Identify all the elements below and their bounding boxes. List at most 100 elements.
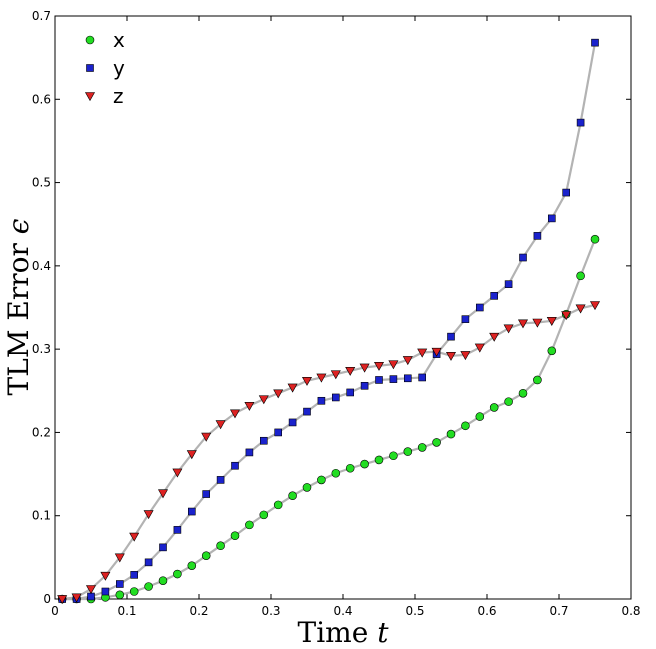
data-point-y <box>101 587 110 596</box>
y-tick-label: 0.5 <box>32 176 51 190</box>
x-tick-label: 0.3 <box>261 604 280 618</box>
x-tick-label: 0.2 <box>189 604 208 618</box>
data-point-z <box>460 351 471 361</box>
data-point-y <box>144 558 153 567</box>
legend-marker-x <box>85 35 95 45</box>
data-point-y <box>288 418 297 427</box>
data-point-z <box>517 319 529 329</box>
legend-label-z: z <box>113 84 124 108</box>
data-point-x <box>389 451 398 461</box>
data-point-z <box>301 376 313 386</box>
data-point-y <box>591 38 599 47</box>
legend: xyz <box>84 28 125 108</box>
data-point-z <box>273 389 284 399</box>
data-point-x <box>115 590 125 600</box>
y-tick-label: 0 <box>43 592 51 606</box>
data-point-y <box>303 407 311 416</box>
data-point-x <box>345 463 355 473</box>
data-point-x <box>590 234 600 244</box>
data-point-z <box>258 395 269 405</box>
x-axis-label: Time t <box>298 616 390 649</box>
data-point-x <box>245 520 254 530</box>
data-point-x <box>446 429 456 439</box>
x-tick-label: 0 <box>51 604 59 618</box>
series-line-z <box>62 303 596 601</box>
y-tick-label: 0.7 <box>32 9 51 23</box>
data-point-z <box>532 318 543 328</box>
data-point-y <box>403 374 412 383</box>
data-point-y <box>259 436 268 445</box>
data-point-z <box>186 450 197 460</box>
legend-marker-z <box>84 92 96 102</box>
data-point-z <box>503 324 514 334</box>
y-tick-label: 0.1 <box>32 509 51 523</box>
data-point-z <box>129 532 140 542</box>
data-point-x <box>432 438 441 447</box>
data-point-z <box>474 343 485 353</box>
data-point-x <box>317 475 326 485</box>
data-point-z <box>561 311 572 321</box>
data-point-y <box>116 580 124 588</box>
data-point-z <box>215 420 226 430</box>
data-point-x <box>144 582 153 591</box>
data-point-z <box>417 348 428 358</box>
data-point-y <box>331 393 340 402</box>
data-point-z <box>489 332 500 342</box>
legend-label-x: x <box>113 28 125 52</box>
data-point-x <box>201 551 211 560</box>
data-point-z <box>244 401 255 411</box>
data-point-x <box>173 569 182 579</box>
data-point-x <box>158 576 168 585</box>
data-point-z <box>71 593 82 603</box>
data-point-z <box>157 489 169 499</box>
data-point-y <box>519 253 527 262</box>
data-point-y <box>490 292 499 300</box>
ticks-group: 0 0.1 0.2 0.3 0.4 0.5 0.6 0.7 0.8 0 0.1 0.2 0.3 0.4 0.… <box>32 9 641 618</box>
data-point-y <box>245 448 254 457</box>
data-point-z <box>201 432 212 442</box>
data-point-x <box>504 397 513 406</box>
data-point-y <box>231 461 239 470</box>
data-point-x <box>259 510 269 520</box>
data-point-y <box>375 376 383 384</box>
data-point-z <box>359 363 370 373</box>
data-point-x <box>417 443 427 452</box>
series-line-x <box>62 238 597 601</box>
data-point-z <box>589 301 601 311</box>
data-point-y <box>188 507 196 516</box>
data-point-y <box>418 373 427 382</box>
data-point-z <box>316 373 327 383</box>
y-axis-label: TLM Error ϵ <box>2 218 35 395</box>
data-point-z <box>402 356 413 366</box>
legend-marker-y <box>86 64 94 72</box>
data-point-x <box>576 271 585 281</box>
series-lines-group <box>62 42 597 601</box>
data-point-y <box>562 188 571 197</box>
data-point-y <box>216 476 225 484</box>
data-point-y <box>504 280 513 288</box>
data-point-z <box>172 468 183 478</box>
x-tick-label: 0.6 <box>477 604 496 618</box>
data-point-y <box>389 375 398 383</box>
data-point-z <box>85 585 97 595</box>
data-point-y <box>317 396 326 405</box>
data-point-x <box>288 491 297 501</box>
data-point-y <box>130 571 138 579</box>
series-markers-group <box>57 38 601 605</box>
data-point-y <box>274 428 283 437</box>
data-point-z <box>100 571 111 581</box>
data-point-x <box>374 455 384 465</box>
x-tick-label: 0.8 <box>621 604 640 618</box>
data-point-y <box>173 526 182 534</box>
data-point-x <box>403 447 413 456</box>
data-point-x <box>273 500 283 510</box>
y-tick-label: 0.2 <box>32 425 51 439</box>
data-point-z <box>345 366 356 376</box>
legend-label-y: y <box>113 56 125 80</box>
data-point-x <box>360 459 369 469</box>
data-point-z <box>114 553 125 563</box>
data-point-x <box>302 483 312 492</box>
data-point-z <box>143 510 154 520</box>
data-point-y <box>461 315 470 323</box>
data-point-x <box>331 468 341 478</box>
